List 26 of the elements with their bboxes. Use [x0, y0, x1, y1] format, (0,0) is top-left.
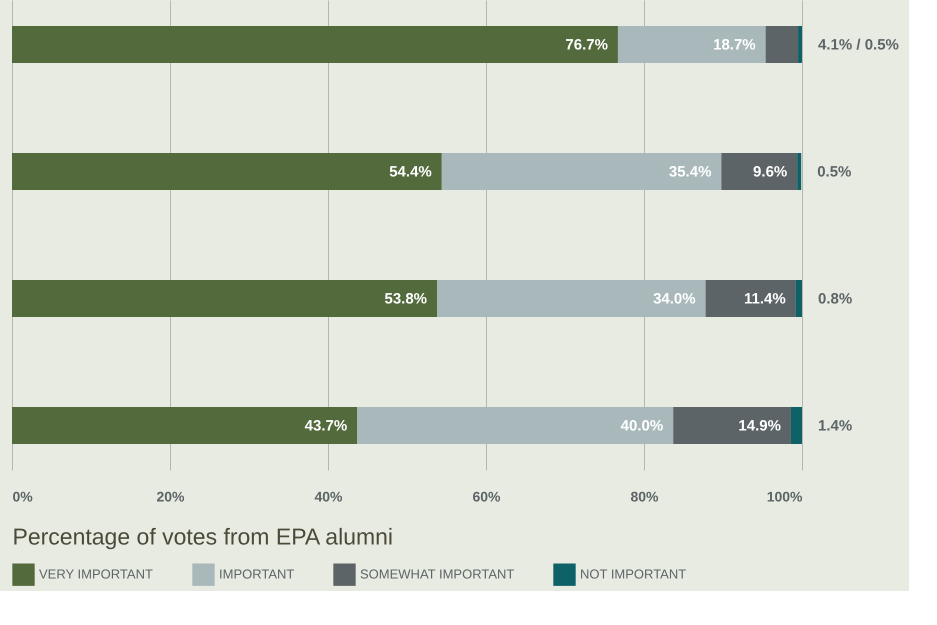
- data-label: 11.4%: [744, 290, 786, 308]
- data-label: 0.5%: [817, 163, 852, 180]
- legend-label: NOT IMPORTANT: [580, 566, 686, 582]
- legend-label: VERY IMPORTANT: [39, 566, 153, 582]
- legend-label: IMPORTANT: [219, 566, 294, 582]
- data-label: 35.4%: [668, 163, 712, 180]
- data-label: 54.4%: [389, 163, 432, 180]
- legend-label: SOMEWHAT IMPORTANT: [360, 566, 514, 582]
- data-label: 0.8%: [818, 290, 852, 308]
- data-label: 43.7%: [304, 418, 348, 435]
- data-label: 18.7%: [713, 36, 756, 54]
- x-tick-label: 0%: [12, 488, 34, 504]
- data-label: 9.6%: [753, 163, 788, 180]
- x-tick-label: 60%: [472, 488, 502, 504]
- x-tick-label: 40%: [314, 488, 344, 504]
- x-axis-title: Percentage of votes from EPA alumni: [12, 524, 394, 550]
- data-label: 1.4%: [818, 418, 852, 435]
- data-label: 14.9%: [738, 418, 781, 435]
- x-tick-label: 100%: [766, 488, 804, 504]
- x-tick-label: 80%: [630, 488, 660, 504]
- x-tick-label: 20%: [156, 488, 186, 504]
- data-label: 40.0%: [620, 418, 664, 435]
- data-label: 76.7%: [565, 36, 608, 54]
- data-label: 53.8%: [384, 290, 428, 308]
- data-label: 34.0%: [653, 290, 696, 308]
- data-label: 4.1% / 0.5%: [818, 36, 899, 54]
